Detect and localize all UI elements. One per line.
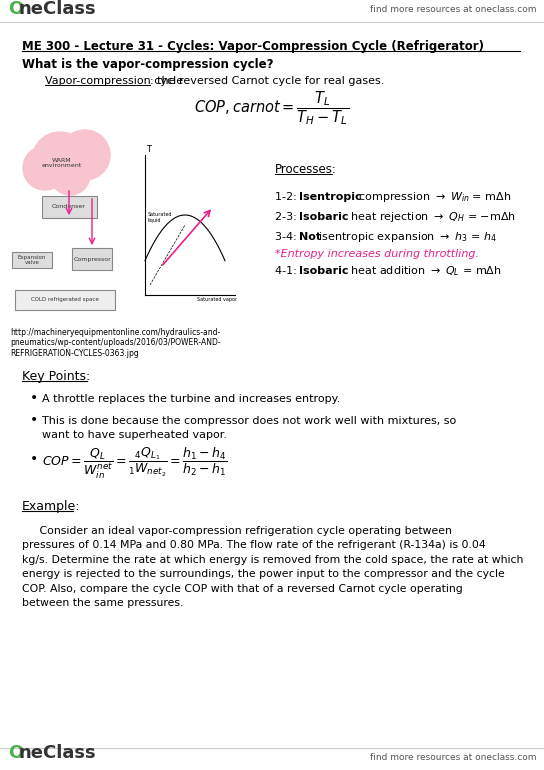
Circle shape bbox=[60, 130, 110, 180]
Text: isentropic expansion $\rightarrow$ $h_3$ = $h_4$: isentropic expansion $\rightarrow$ $h_3$… bbox=[315, 230, 497, 244]
Text: Isentropic: Isentropic bbox=[299, 192, 362, 202]
Bar bbox=[12, 252, 52, 268]
Text: WARM
environment: WARM environment bbox=[42, 158, 82, 169]
Text: •: • bbox=[30, 391, 38, 405]
Text: •: • bbox=[30, 413, 38, 427]
Text: COLD refrigerated space: COLD refrigerated space bbox=[31, 297, 99, 303]
Text: O: O bbox=[8, 0, 23, 18]
Text: ME 300 - Lecture 31 - Cycles: Vapor-Compression Cycle (Refrigerator): ME 300 - Lecture 31 - Cycles: Vapor-Comp… bbox=[22, 40, 484, 53]
Circle shape bbox=[23, 146, 67, 190]
Text: Saturated vapor: Saturated vapor bbox=[197, 297, 237, 302]
Text: A throttle replaces the turbine and increases entropy.: A throttle replaces the turbine and incr… bbox=[42, 394, 340, 404]
Text: find more resources at oneclass.com: find more resources at oneclass.com bbox=[369, 753, 536, 762]
Text: : the reversed Carnot cycle for real gases.: : the reversed Carnot cycle for real gas… bbox=[150, 76, 384, 86]
Text: Consider an ideal vapor-compression refrigeration cycle operating between
pressu: Consider an ideal vapor-compression refr… bbox=[22, 526, 523, 608]
Text: heat addition $\rightarrow$ $Q_L$ = m$\Delta$h: heat addition $\rightarrow$ $Q_L$ = m$\D… bbox=[347, 264, 502, 278]
Text: What is the vapor-compression cycle?: What is the vapor-compression cycle? bbox=[22, 58, 274, 71]
Text: $\mathit{COP} = \dfrac{Q_L}{W_{in}^{net}} = \dfrac{{}_{4}Q_{L_1}}{{}_{1}W_{net_2: $\mathit{COP} = \dfrac{Q_L}{W_{in}^{net}… bbox=[42, 445, 227, 480]
Text: Saturated
liquid: Saturated liquid bbox=[148, 213, 172, 223]
Text: want to have superheated vapor.: want to have superheated vapor. bbox=[42, 430, 227, 440]
Text: Compressor: Compressor bbox=[73, 256, 111, 262]
Text: Not: Not bbox=[299, 232, 321, 242]
Text: T: T bbox=[146, 145, 151, 154]
Text: find more resources at oneclass.com: find more resources at oneclass.com bbox=[369, 5, 536, 14]
Text: 3-4:: 3-4: bbox=[275, 232, 300, 242]
Text: O: O bbox=[8, 744, 23, 762]
Text: http://machineryequipmentonline.com/hydraulics-and-
pneumatics/wp-content/upload: http://machineryequipmentonline.com/hydr… bbox=[10, 328, 221, 358]
Bar bbox=[15, 290, 115, 310]
Text: •: • bbox=[30, 452, 38, 466]
Text: Key Points:: Key Points: bbox=[22, 370, 90, 383]
Text: Vapor-compression cycle: Vapor-compression cycle bbox=[45, 76, 183, 86]
Text: Processes:: Processes: bbox=[275, 163, 337, 176]
Circle shape bbox=[32, 132, 88, 188]
Text: $\it{COP,carnot} = \dfrac{T_L}{T_H - T_L}$: $\it{COP,carnot} = \dfrac{T_L}{T_H - T_L… bbox=[194, 89, 350, 127]
Text: neClass: neClass bbox=[18, 744, 96, 762]
Bar bbox=[42, 196, 97, 218]
Text: Expansion
valve: Expansion valve bbox=[18, 255, 46, 266]
Text: This is done because the compressor does not work well with mixtures, so: This is done because the compressor does… bbox=[42, 416, 456, 426]
Text: *Entropy increases during throttling.: *Entropy increases during throttling. bbox=[275, 249, 479, 259]
Text: 1-2:: 1-2: bbox=[275, 192, 300, 202]
Text: 4-1:: 4-1: bbox=[275, 266, 300, 276]
Text: Isobaric: Isobaric bbox=[299, 266, 349, 276]
Text: Example:: Example: bbox=[22, 500, 81, 513]
Text: heat rejection $\rightarrow$ $Q_H$ = $-$m$\Delta$h: heat rejection $\rightarrow$ $Q_H$ = $-$… bbox=[347, 210, 516, 224]
Text: neClass: neClass bbox=[18, 0, 96, 18]
Text: Condenser: Condenser bbox=[52, 205, 86, 209]
Text: Isobaric: Isobaric bbox=[299, 212, 349, 222]
Text: 2-3:: 2-3: bbox=[275, 212, 300, 222]
Bar bbox=[72, 248, 112, 270]
Text: compression $\rightarrow$ $W_{in}$ = m$\Delta$h: compression $\rightarrow$ $W_{in}$ = m$\… bbox=[355, 190, 511, 204]
Circle shape bbox=[50, 155, 90, 195]
